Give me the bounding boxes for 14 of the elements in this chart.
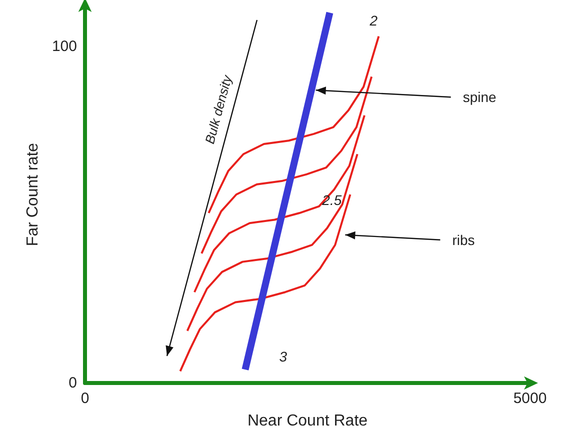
annotation: ribs <box>452 232 475 248</box>
y-tick-label: 100 <box>52 38 77 55</box>
line-series <box>200 76 373 254</box>
x-tick-label: 5000 <box>513 390 547 407</box>
annotation: spine <box>462 89 497 106</box>
annotation: 3 <box>279 348 288 365</box>
line-series <box>208 35 380 214</box>
line-series <box>186 153 358 332</box>
annotation: 2 <box>368 12 378 29</box>
line-series <box>193 114 366 294</box>
line-series <box>179 194 352 372</box>
y-axis-title: Far Count rate <box>24 142 42 246</box>
annotation: Bulk density <box>202 72 236 146</box>
x-axis-title: Near Count Rate <box>247 412 368 430</box>
